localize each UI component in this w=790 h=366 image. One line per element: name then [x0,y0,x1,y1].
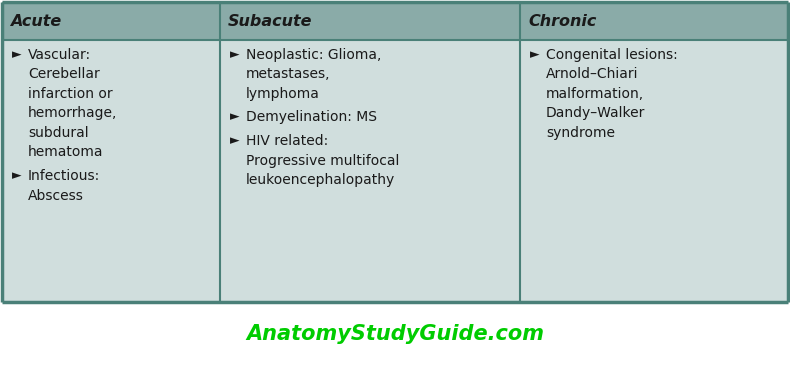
Text: Demyelination: MS: Demyelination: MS [246,111,377,124]
Bar [220,2,520,40]
Text: syndrome: syndrome [546,126,615,140]
Text: Chronic: Chronic [528,14,596,29]
Text: metastases,: metastases, [246,67,330,82]
Text: Subacute: Subacute [228,14,313,29]
Text: Acute: Acute [10,14,62,29]
Bar [220,40,520,302]
Text: infarction or: infarction or [28,87,113,101]
Text: Neoplastic: Glioma,: Neoplastic: Glioma, [246,48,382,62]
Text: Progressive multifocal: Progressive multifocal [246,153,400,168]
Text: hematoma: hematoma [28,146,103,160]
Text: malformation,: malformation, [546,87,644,101]
Bar [520,2,788,40]
Text: ►: ► [230,134,239,147]
Text: ►: ► [230,48,239,61]
Text: Dandy–Walker: Dandy–Walker [546,107,645,120]
Text: ►: ► [12,169,21,182]
Text: HIV related:: HIV related: [246,134,329,148]
Text: subdural: subdural [28,126,88,140]
Text: Abscess: Abscess [28,188,84,202]
Text: ►: ► [230,111,239,123]
Text: Vascular:: Vascular: [28,48,91,62]
Text: ►: ► [530,48,540,61]
Text: AnatomyStudyGuide.com: AnatomyStudyGuide.com [246,324,544,344]
Text: Congenital lesions:: Congenital lesions: [546,48,678,62]
Text: Cerebellar: Cerebellar [28,67,100,82]
Bar [520,40,788,302]
Bar [2,2,220,40]
Text: hemorrhage,: hemorrhage, [28,107,118,120]
Text: Arnold–Chiari: Arnold–Chiari [546,67,638,82]
Text: leukoencephalopathy: leukoencephalopathy [246,173,395,187]
Text: ►: ► [12,48,21,61]
Text: lymphoma: lymphoma [246,87,320,101]
Text: Infectious:: Infectious: [28,169,100,183]
Bar [2,40,220,302]
